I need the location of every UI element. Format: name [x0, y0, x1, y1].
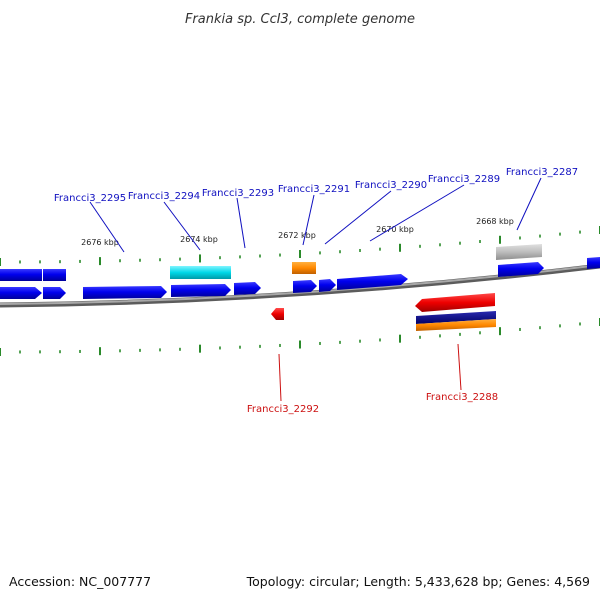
leader-line — [324, 190, 392, 245]
leader-line — [278, 353, 282, 402]
forward-leader-lines — [89, 177, 542, 253]
forward-inner-row — [0, 274, 408, 299]
gene-label[interactable]: Francci3_2288 — [426, 392, 498, 403]
scale-ticks-outer — [0, 226, 600, 266]
leader-line — [89, 201, 125, 253]
leader-line — [236, 197, 246, 249]
gene-label[interactable]: Francci3_2292 — [247, 404, 319, 415]
leader-line — [457, 343, 462, 391]
cds-arrow[interactable] — [416, 319, 496, 331]
accession-label: Accession: NC_007777 — [9, 574, 151, 589]
leader-line — [163, 201, 201, 251]
cds-arrow[interactable] — [292, 262, 316, 274]
gene-label[interactable]: Francci3_2287 — [506, 167, 578, 178]
scale-label: 2670 kbp — [376, 225, 414, 234]
scale-label: 2674 kbp — [180, 235, 218, 244]
cds-arrow[interactable] — [43, 269, 66, 281]
cds-arrow[interactable] — [83, 286, 167, 299]
forward-outer-row — [0, 244, 600, 281]
leader-line — [516, 177, 542, 231]
gene-label[interactable]: Francci3_2289 — [428, 174, 500, 185]
scale-label: 2676 kbp — [81, 238, 119, 247]
cds-arrow[interactable] — [498, 262, 544, 277]
reverse-row — [271, 293, 496, 331]
cds-arrow[interactable] — [43, 287, 66, 299]
leader-line — [302, 194, 315, 246]
scale-label: 2672 kbp — [278, 231, 316, 240]
gene-label[interactable]: Francci3_2294 — [128, 191, 200, 202]
cds-arrow[interactable] — [234, 282, 261, 295]
cds-arrow[interactable] — [0, 287, 42, 299]
cds-arrow[interactable] — [319, 279, 336, 292]
genome-summary: Topology: circular; Length: 5,433,628 bp… — [246, 574, 590, 589]
cds-arrow[interactable] — [416, 311, 496, 324]
reverse-gene-labels: Francci3_2292 Francci3_2288 — [247, 392, 498, 415]
gene-label[interactable]: Francci3_2293 — [202, 188, 274, 199]
cds-arrow[interactable] — [171, 284, 231, 297]
cds-arrow[interactable] — [0, 269, 42, 281]
cds-arrow[interactable] — [271, 308, 284, 320]
cds-arrow[interactable] — [496, 244, 542, 260]
cds-arrow[interactable] — [587, 257, 600, 269]
reverse-leader-lines — [278, 343, 462, 402]
gene-label[interactable]: Francci3_2290 — [355, 180, 427, 191]
leader-line — [369, 184, 465, 242]
cds-arrow[interactable] — [415, 293, 495, 312]
cds-arrow[interactable] — [170, 266, 231, 279]
cds-arrow[interactable] — [293, 280, 317, 293]
scale-ticks-inner — [0, 318, 600, 356]
gene-label[interactable]: Francci3_2291 — [278, 184, 350, 195]
forward-gene-labels: Francci3_2295 Francci3_2294 Francci3_229… — [54, 167, 578, 204]
genome-title: Frankia sp. CcI3, complete genome — [185, 12, 415, 27]
gene-label[interactable]: Francci3_2295 — [54, 193, 126, 204]
scale-label: 2668 kbp — [476, 217, 514, 226]
cds-arrow[interactable] — [337, 274, 408, 290]
